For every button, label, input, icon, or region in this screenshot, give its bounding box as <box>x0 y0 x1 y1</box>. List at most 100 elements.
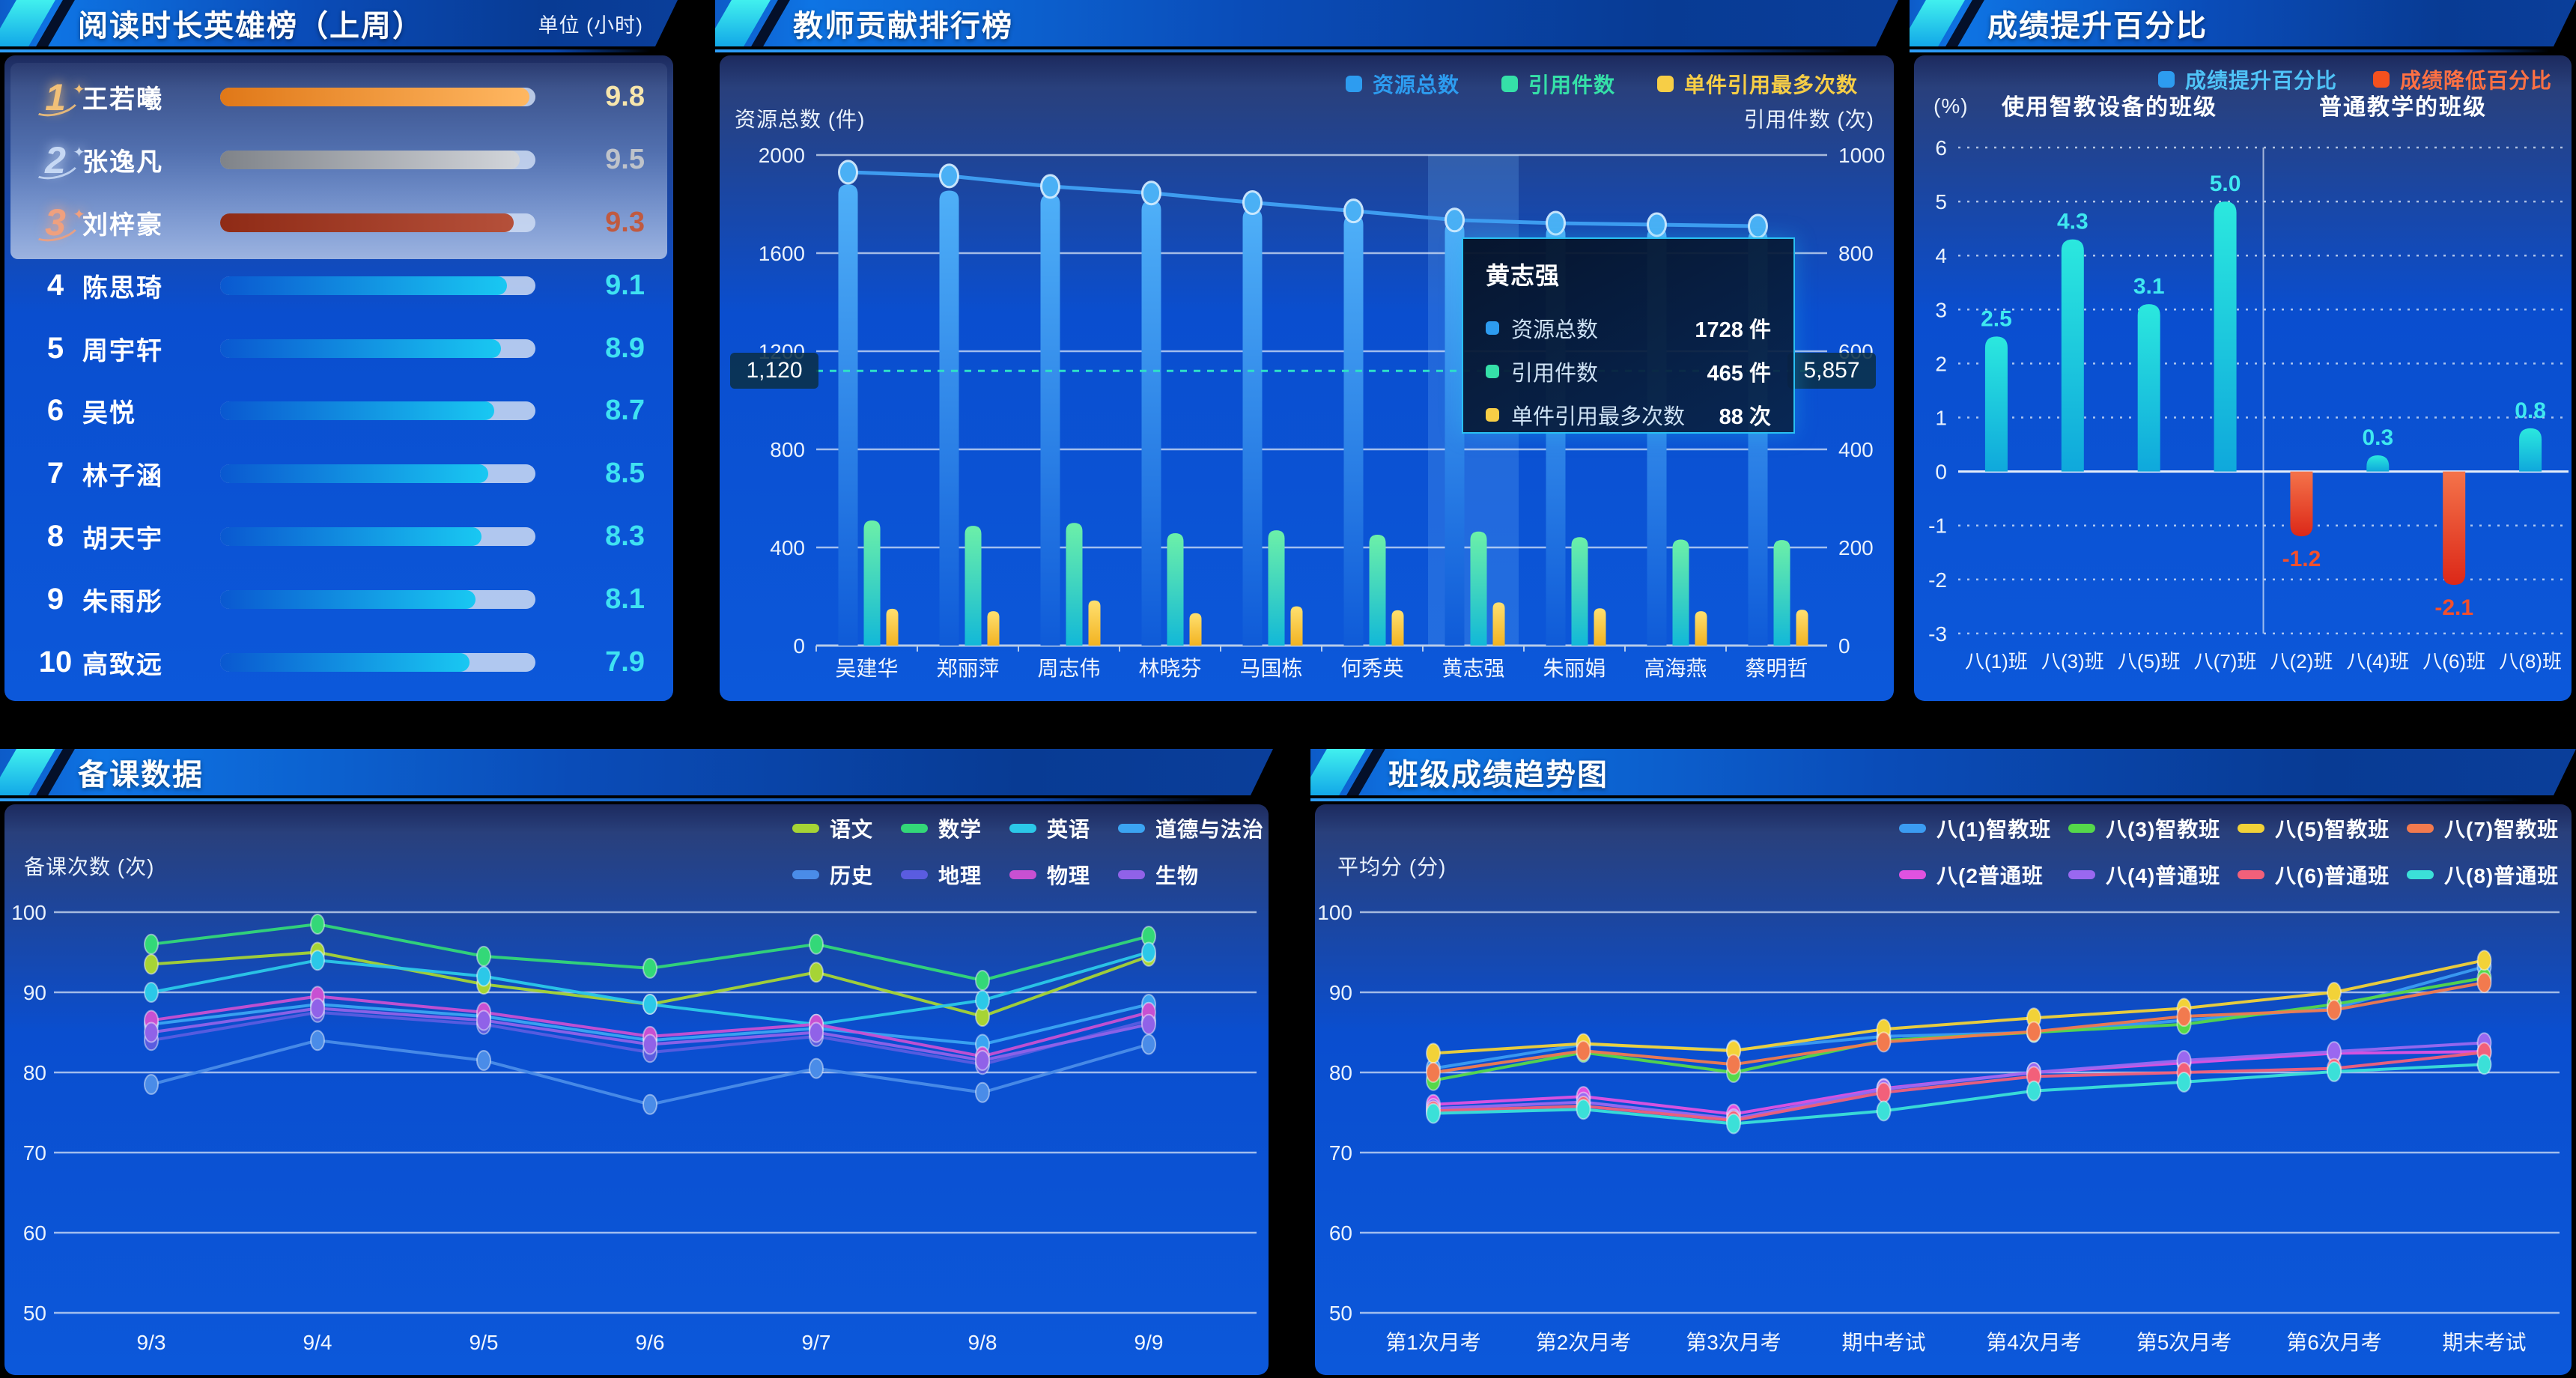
reading-hours-bar-fill <box>220 464 488 484</box>
x-axis-label: 第6次月考 <box>2286 1331 2382 1354</box>
x-axis-label: 第3次月考 <box>1686 1331 1781 1354</box>
x-axis-label: 八(7)班 <box>2194 650 2257 673</box>
series-point <box>975 1049 990 1071</box>
series-point <box>1876 1100 1892 1122</box>
legend-item[interactable]: 语文 <box>792 813 901 843</box>
reading-hours-bar-track <box>220 276 535 295</box>
reading-hours-value: 9.1 <box>605 269 645 301</box>
reading-hours-value: 8.9 <box>605 332 645 364</box>
legend-pill-icon <box>1118 870 1145 879</box>
bar-max-single-citation <box>1695 611 1707 646</box>
header-underline <box>0 49 651 52</box>
reading-hours-bar-track <box>220 88 535 107</box>
series-point <box>2476 1054 2492 1075</box>
medal-1-icon: 1 <box>30 64 85 123</box>
reading-hours-value: 7.9 <box>605 646 645 678</box>
x-axis-label: 9/3 <box>137 1331 166 1354</box>
legend-swatch-icon <box>2372 71 2390 88</box>
legend-item[interactable]: 八(3)智教班 <box>2068 813 2238 843</box>
reading-hours-bar-fill <box>220 88 529 107</box>
series-point <box>809 933 824 955</box>
student-name: 胡天宇 <box>82 524 163 553</box>
panel-reading-leaderboard: 阅读时长英雄榜（上周） 单位 (小时) 1王若曦 9.8 2张逸凡 9.5 3刘梓豪 9.… <box>0 0 678 704</box>
series-point <box>310 914 325 935</box>
series-point <box>643 1093 657 1115</box>
reading-hours-bar-fill <box>220 652 470 672</box>
group-title-regular: 普通教学的班级 <box>2319 95 2487 120</box>
series-line <box>1433 959 2485 1055</box>
legend-item-label: 八(5)智教班 <box>2275 818 2390 841</box>
legend-item[interactable]: 英语 <box>1009 813 1118 843</box>
legend-item-label: 语文 <box>830 818 874 841</box>
teacher-chart-legend: 资源总数 引用件数 单件引用最多次数 <box>1345 69 1858 99</box>
legend-item[interactable]: 八(4)普通班 <box>2068 860 2238 890</box>
legend-item[interactable]: 成绩提升百分比 <box>2157 64 2337 94</box>
bar-citations <box>1369 534 1386 646</box>
legend-item-label: 单件引用最多次数 <box>1683 73 1858 97</box>
left-axis-tick: 800 <box>770 438 805 461</box>
axis-pointer-right-label: 5,857 <box>1787 353 1876 389</box>
legend-item[interactable]: 八(6)普通班 <box>2238 860 2407 890</box>
tooltip-row: 单件引用最多次数 88 次 <box>1486 393 1771 437</box>
series-point <box>1576 1040 1591 1062</box>
trend-chart-canvas[interactable]: 100 90 80 70 60 50 第1次月考 第2次月考 第3次月考 期中考试 第4次月考 第5次… <box>1315 804 2572 1375</box>
x-axis-label: 黄志强 <box>1442 657 1504 680</box>
legend-item-label: 道德与法治 <box>1155 818 1265 841</box>
x-axis-label: 期末考试 <box>2442 1331 2526 1354</box>
series-line <box>1433 981 2485 1074</box>
legend-item[interactable]: 数学 <box>901 813 1009 843</box>
legend-item[interactable]: 历史 <box>792 860 901 890</box>
rank-number: 5 <box>46 331 64 365</box>
bar-resources <box>939 190 959 646</box>
legend-item[interactable]: 地理 <box>901 860 1009 890</box>
left-axis-tick: 2000 <box>759 144 805 167</box>
legend-item-label: 八(7)智教班 <box>2444 818 2560 841</box>
student-name: 周宇轩 <box>82 336 163 365</box>
x-axis-label: 八(4)班 <box>2346 650 2409 673</box>
trend-line-point <box>1242 190 1263 216</box>
series-point <box>144 933 159 955</box>
improvement-chart-canvas[interactable]: 6 5 4 3 2 1 0 -1 -2 -3 2.5 八(1)班 4.3 八(3)班 3.1 八(5)班 5.0… <box>1914 55 2572 701</box>
series-point <box>809 1022 824 1043</box>
legend-item[interactable]: 引用件数 <box>1501 69 1615 99</box>
legend-item[interactable]: 成绩降低百分比 <box>2372 64 2552 94</box>
left-axis-tick: 1600 <box>759 242 805 265</box>
page-title: 班级成绩趋势图 <box>1388 759 1609 792</box>
legend-item-label: 八(1)智教班 <box>1936 818 2052 841</box>
legend-item[interactable]: 八(8)普通班 <box>2407 860 2572 890</box>
teacher-chart-body: 资源总数 引用件数 单件引用最多次数 资源总数 (件) 引用件数 (次) 2000 1… <box>720 55 1894 701</box>
series-point <box>2176 1071 2192 1093</box>
list-item: 3刘梓豪 9.3 <box>12 189 666 255</box>
prep-chart-canvas[interactable]: 100 90 80 70 60 50 9/3 9/4 9/5 9/6 9/7 9/8 9/9 <box>4 804 1269 1375</box>
legend-item[interactable]: 八(5)智教班 <box>2238 813 2407 843</box>
bar-value-label: 0.8 <box>2515 398 2546 423</box>
x-axis-label: 9/6 <box>636 1331 665 1354</box>
rank-number: 7 <box>46 457 64 491</box>
student-name: 吴悦 <box>82 399 136 428</box>
legend-item[interactable]: 八(7)智教班 <box>2407 813 2572 843</box>
legend-item-label: 八(6)普通班 <box>2275 864 2390 887</box>
legend-pill-icon <box>792 870 819 879</box>
bar-negative <box>2443 471 2466 586</box>
tooltip-title: 黄志强 <box>1486 262 1561 289</box>
legend-item[interactable]: 八(2普通班 <box>1899 860 2068 890</box>
unit-label: 单位 (小时) <box>538 13 643 37</box>
series-point <box>144 1074 159 1096</box>
legend-item[interactable]: 生物 <box>1118 860 1269 890</box>
series-line <box>1433 1051 2485 1123</box>
axis-pointer-left-label: 1,120 <box>730 353 818 389</box>
legend-item[interactable]: 八(1)智教班 <box>1899 813 2068 843</box>
bar-resources <box>1242 209 1263 646</box>
reading-hours-bar-track <box>220 213 535 232</box>
x-axis-label: 9/9 <box>1134 1331 1164 1354</box>
legend-item[interactable]: 单件引用最多次数 <box>1656 69 1858 99</box>
panel-lesson-prep: 备课数据 语文 数学 英语 道德与法治 历史 地理 物理 生物 备课次数 (次) 100 90 8… <box>0 749 1273 1378</box>
reading-hours-bar-fill <box>220 213 514 232</box>
series-point <box>1141 941 1156 963</box>
legend-item[interactable]: 道德与法治 <box>1118 813 1269 843</box>
reading-hours-bar-track <box>220 526 535 546</box>
student-name: 高致远 <box>82 650 163 679</box>
legend-item-label: 物理 <box>1047 864 1091 887</box>
legend-item[interactable]: 物理 <box>1009 860 1118 890</box>
legend-item[interactable]: 资源总数 <box>1345 69 1459 99</box>
